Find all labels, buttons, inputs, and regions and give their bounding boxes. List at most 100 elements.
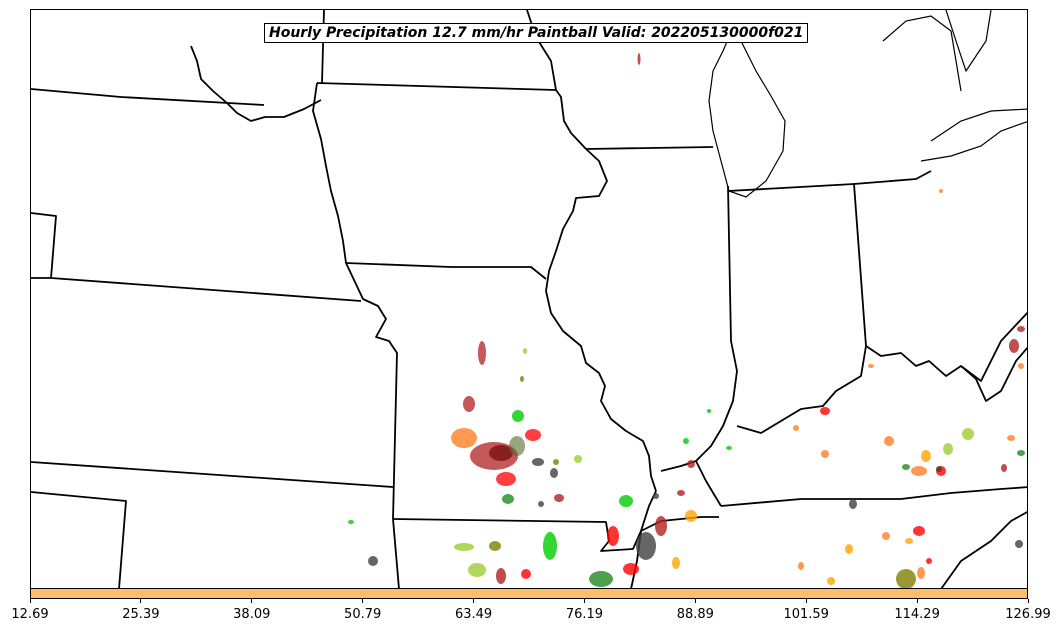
lake-superior-shore (190, 45, 322, 122)
map-title: Hourly Precipitation 12.7 mm/hr Paintbal… (264, 23, 809, 43)
oklahoma-arkansas (392, 518, 400, 590)
precip-cell (707, 409, 711, 413)
precip-cell (687, 460, 695, 468)
precip-cell (454, 543, 474, 551)
precip-cell (532, 458, 544, 466)
lake-michigan (708, 10, 1027, 198)
precip-cell (868, 364, 874, 368)
precip-cell (623, 563, 639, 575)
precip-cell (550, 468, 558, 478)
precip-cell (849, 499, 857, 509)
precip-cell (451, 428, 477, 448)
iowa-missouri-border (345, 262, 547, 280)
precip-cell (685, 510, 697, 522)
precip-cell (589, 571, 613, 587)
precip-cell (521, 569, 531, 579)
colorbar-tick-label: 114.29 (894, 607, 940, 622)
precip-cell (655, 516, 667, 536)
precip-cell (726, 446, 732, 450)
colorbar-tick-label: 38.09 (233, 607, 271, 622)
precip-cell (672, 557, 680, 569)
kansas-oklahoma-border (31, 461, 394, 488)
precip-cell (509, 436, 525, 456)
colorbar-tick-mark (805, 599, 807, 603)
colorbar-tick-mark (251, 599, 253, 603)
lake-michigan-shore (708, 36, 786, 198)
oklahoma-panhandle (31, 491, 127, 590)
colorbar-tick-mark (473, 599, 475, 603)
lake-huron-shore (930, 108, 1027, 142)
precip-cell (607, 526, 619, 546)
precip-cell (896, 569, 916, 589)
colorbar-tick-label: 12.69 (11, 607, 49, 622)
precip-cell (538, 501, 544, 507)
precip-cell (636, 532, 656, 560)
colorbar-tick-label: 25.39 (122, 607, 160, 622)
tennessee-east (940, 511, 1027, 590)
iowa-west-border (312, 82, 347, 264)
colorbar-tick-mark (694, 599, 696, 603)
colorbar-tick-label: 126.99 (1005, 607, 1051, 622)
michigan-ohio (853, 170, 932, 185)
precip-cell (468, 563, 486, 577)
precip-cell (512, 410, 524, 422)
precip-cell (917, 567, 925, 579)
michigan-thumb (945, 10, 992, 73)
ohio-river (865, 345, 1027, 402)
precip-cell (821, 450, 829, 458)
mississippi-iowa (545, 148, 657, 492)
precip-cell (962, 428, 974, 440)
dakotas-border (31, 88, 265, 106)
illinois-north-border (585, 146, 714, 150)
virginia-border (960, 311, 1027, 382)
precip-cell (827, 577, 835, 585)
precip-cell (554, 494, 564, 502)
precip-cell (478, 341, 486, 365)
precip-cell (884, 436, 894, 446)
nebraska-north (31, 212, 57, 279)
precip-cell (882, 532, 890, 540)
kentucky-west (695, 460, 722, 507)
precip-cell (1001, 464, 1007, 472)
precip-cell (619, 495, 633, 507)
precip-cell (798, 562, 804, 570)
precip-cell (1007, 435, 1015, 441)
colorbar-tick-label: 101.59 (783, 607, 829, 622)
minnesota-west-border (321, 10, 325, 84)
colorbar-tick-mark (362, 599, 364, 603)
wisconsin-border (526, 10, 557, 91)
colorbar-tick-mark (1027, 599, 1029, 603)
precip-paintballs (348, 53, 1025, 589)
precip-cell (911, 466, 927, 476)
colorbar-tick-mark (916, 599, 918, 603)
precip-cell (653, 493, 659, 499)
precip-cell (845, 544, 853, 554)
precip-cell (905, 538, 913, 544)
precip-cell (525, 429, 541, 441)
map-panel: Hourly Precipitation 12.7 mm/hr Paintbal… (30, 9, 1028, 599)
minnesota-iowa-border (316, 82, 587, 150)
precip-cell (1018, 363, 1024, 369)
precip-cell (637, 53, 641, 65)
precip-cell (348, 520, 354, 524)
colorbar-tick-label: 76.19 (565, 607, 604, 622)
precip-cell (543, 532, 557, 560)
precip-cell (368, 556, 378, 566)
kentucky-tennessee-border (720, 486, 1027, 507)
precip-cell (1009, 339, 1019, 353)
precip-cell (820, 407, 830, 415)
colorbar-tick-mark (29, 599, 31, 603)
precip-cell (502, 494, 514, 504)
kentucky-ohio-river (736, 345, 867, 434)
indiana-ohio-border (853, 183, 867, 347)
precip-cell (677, 490, 685, 496)
precip-cell (683, 438, 689, 444)
precip-cell (496, 568, 506, 584)
precip-cell (793, 425, 799, 431)
precip-cell (520, 376, 524, 382)
colorbar (30, 588, 1028, 599)
precip-cell (574, 455, 582, 463)
missouri-west-border (345, 262, 398, 520)
nebraska-kansas-border (31, 277, 362, 302)
precip-cell (921, 450, 931, 462)
